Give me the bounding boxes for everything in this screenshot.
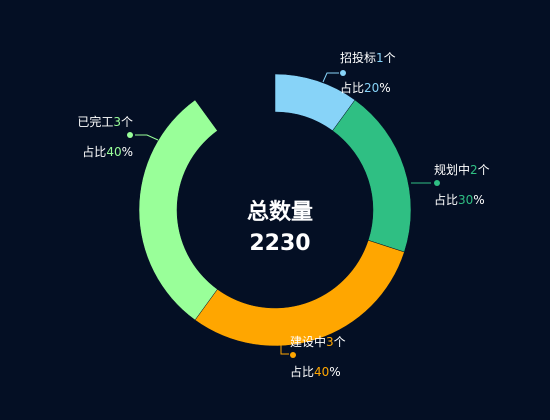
share-label: 占比	[290, 364, 314, 379]
slice-name: 建设中	[290, 334, 326, 349]
slice-name: 招投标	[340, 50, 376, 65]
share-percent: 30	[458, 193, 473, 207]
share-label: 占比	[434, 192, 458, 207]
slice-name: 已完工	[77, 114, 113, 129]
label-leaders	[127, 70, 440, 358]
slice-3[interactable]	[194, 239, 405, 347]
share-label: 占比	[340, 80, 364, 95]
share-sign: %	[473, 193, 484, 207]
slice-count: 3	[113, 115, 121, 129]
slice-count: 2	[470, 163, 478, 177]
leader-line-1	[322, 72, 339, 83]
slice-label-3: 建设中3个	[290, 334, 346, 349]
center-value: 2230	[249, 231, 310, 256]
share-sign: %	[379, 81, 390, 95]
slice-unit: 个	[121, 115, 133, 129]
share-sign: %	[329, 365, 340, 379]
slice-share-3: 占比40%	[290, 364, 341, 379]
legend-dot-3	[290, 352, 296, 358]
slice-unit: 个	[478, 163, 490, 177]
slice-count: 1	[376, 51, 384, 65]
slice-name: 规划中	[434, 162, 470, 177]
slice-unit: 个	[384, 51, 396, 65]
donut-slices	[138, 73, 412, 347]
share-percent: 40	[314, 365, 329, 379]
slice-label-2: 规划中2个	[434, 162, 490, 177]
legend-dot-1	[340, 70, 346, 76]
center-title: 总数量	[247, 199, 313, 225]
legend-dot-4	[127, 132, 133, 138]
share-label: 占比	[82, 144, 106, 159]
leader-line-3	[280, 338, 289, 355]
slice-2[interactable]	[332, 99, 412, 253]
slice-label-1: 招投标1个	[340, 50, 396, 65]
slice-label-4: 已完工3个	[77, 114, 133, 129]
slice-share-2: 占比30%	[434, 192, 485, 207]
slice-share-1: 占比20%	[340, 80, 391, 95]
slice-share-4: 占比40%	[82, 144, 133, 159]
leader-line-4	[135, 134, 159, 141]
slice-4[interactable]	[138, 99, 218, 321]
share-sign: %	[122, 145, 133, 159]
share-percent: 40	[106, 145, 121, 159]
legend-dot-2	[434, 180, 440, 186]
slice-unit: 个	[334, 335, 346, 349]
slice-count: 3	[326, 335, 334, 349]
share-percent: 20	[364, 81, 379, 95]
